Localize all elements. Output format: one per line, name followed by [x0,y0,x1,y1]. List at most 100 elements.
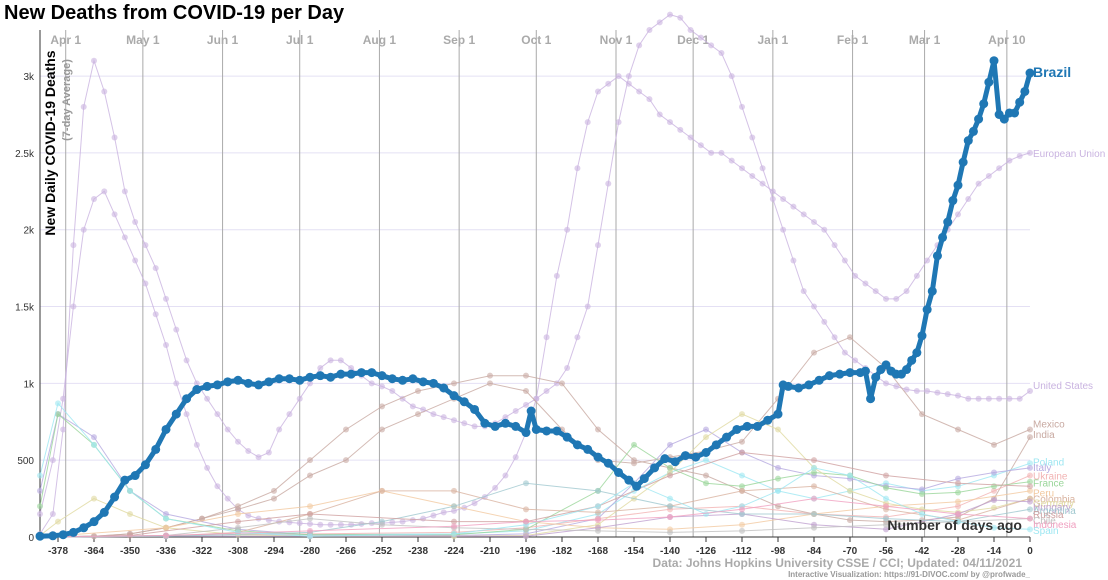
data-point-hungary [883,526,889,533]
data-point-european-union [337,521,344,528]
x-tick-label: -98 [771,546,786,557]
data-point-european-union [121,234,128,241]
data-point-russia [667,472,673,479]
data-point-ukraine [1027,472,1033,479]
data-point-spain [37,472,43,479]
data-point-brazil [356,368,366,378]
series-label: Argentina [1033,506,1076,517]
data-point-united-states [193,380,200,387]
data-point-brazil [979,99,989,109]
data-point-chile [883,521,889,528]
data-point-mexico [955,426,961,433]
data-point-united-states [276,426,283,433]
data-point-european-union [420,515,427,522]
data-point-european-union [471,500,478,507]
data-point-france [955,489,961,496]
data-point-brazil [336,369,346,379]
data-point-italy [703,426,709,433]
data-point-united-states [893,383,900,390]
data-point-ukraine [955,503,961,510]
data-point-france [883,484,889,491]
data-point-brazil [922,305,932,315]
data-point-united-states [101,88,108,95]
data-point-argentina [451,503,457,510]
data-point-brazil [953,180,963,190]
data-point-brazil [902,365,912,375]
data-point-european-union [595,88,601,95]
data-point-germany [739,411,745,418]
data-point-united-states [687,27,694,33]
data-point-brazil [223,377,233,387]
data-point-brazil [932,251,942,261]
data-point-united-states [389,388,396,395]
data-point-united-states [543,388,550,395]
data-point-chile [739,527,745,534]
data-point-brazil [130,471,140,481]
month-label: Nov 1 [600,33,633,47]
data-point-united-states [49,510,56,517]
data-point-european-union [605,80,612,87]
data-point-united-states [502,414,509,421]
data-point-spain [91,441,97,448]
data-point-brazil [603,458,613,468]
data-point-european-union [564,226,571,233]
series-label: Russia [1033,510,1064,521]
data-point-brazil [243,378,253,388]
series-label: European Union [1033,149,1105,160]
data-point-india [343,426,349,433]
data-point-brazil [346,369,356,379]
series-label: Ukraine [1033,472,1068,483]
data-point-european-union [903,288,910,295]
data-point-russia [1027,483,1033,490]
data-point-germany [127,510,133,517]
data-point-spain [451,530,457,537]
data-point-india [487,372,493,379]
data-point-brazil [439,383,449,393]
data-point-mexico [811,349,817,356]
data-point-india [559,380,565,387]
data-point-brazil [58,530,68,540]
data-point-spain [991,524,997,531]
month-label: Apr 1 [50,33,81,47]
data-point-brazil [418,377,428,387]
data-point-united-states [636,42,643,49]
data-point-brazil [161,424,171,434]
data-point-brazil [732,424,742,434]
data-point-italy [1027,464,1033,471]
data-point-brazil [860,366,870,376]
x-tick-label: -168 [588,546,608,557]
data-point-united-states [80,103,87,110]
chart-title: New Deaths from COVID-19 per Day [4,2,345,24]
data-point-mexico [919,411,925,418]
data-point-spain [955,518,961,525]
x-tick-label: -210 [480,546,500,557]
x-tick-label: -154 [624,546,644,557]
data-point-spain [847,472,853,479]
month-label: Feb 1 [837,33,869,47]
data-point-united-states [883,380,889,387]
data-point-chile [595,527,601,534]
data-point-united-states [821,318,828,325]
data-point-mexico [379,426,385,433]
data-point-european-union [646,96,653,103]
data-point-brazil [963,136,973,146]
data-point-brazil [480,418,490,428]
data-point-brazil [326,372,336,382]
data-point-brazil [958,157,968,167]
y-tick-label: 1k [23,379,35,390]
data-point-european-union [985,172,992,179]
data-point-brazil [1020,86,1030,96]
x-tick-label: -294 [264,546,284,557]
data-point-france [667,464,673,471]
data-point-brazil [449,391,459,401]
data-point-russia [739,449,745,456]
data-point-mexico [847,334,853,341]
data-point-european-union [924,257,931,264]
data-point-united-states [595,242,601,249]
data-point-united-states [461,420,468,427]
data-point-united-states [728,73,735,80]
data-point-brazil [639,474,649,484]
data-point-united-states [646,27,653,33]
data-point-brazil [773,409,783,419]
data-point-brazil [845,368,855,378]
